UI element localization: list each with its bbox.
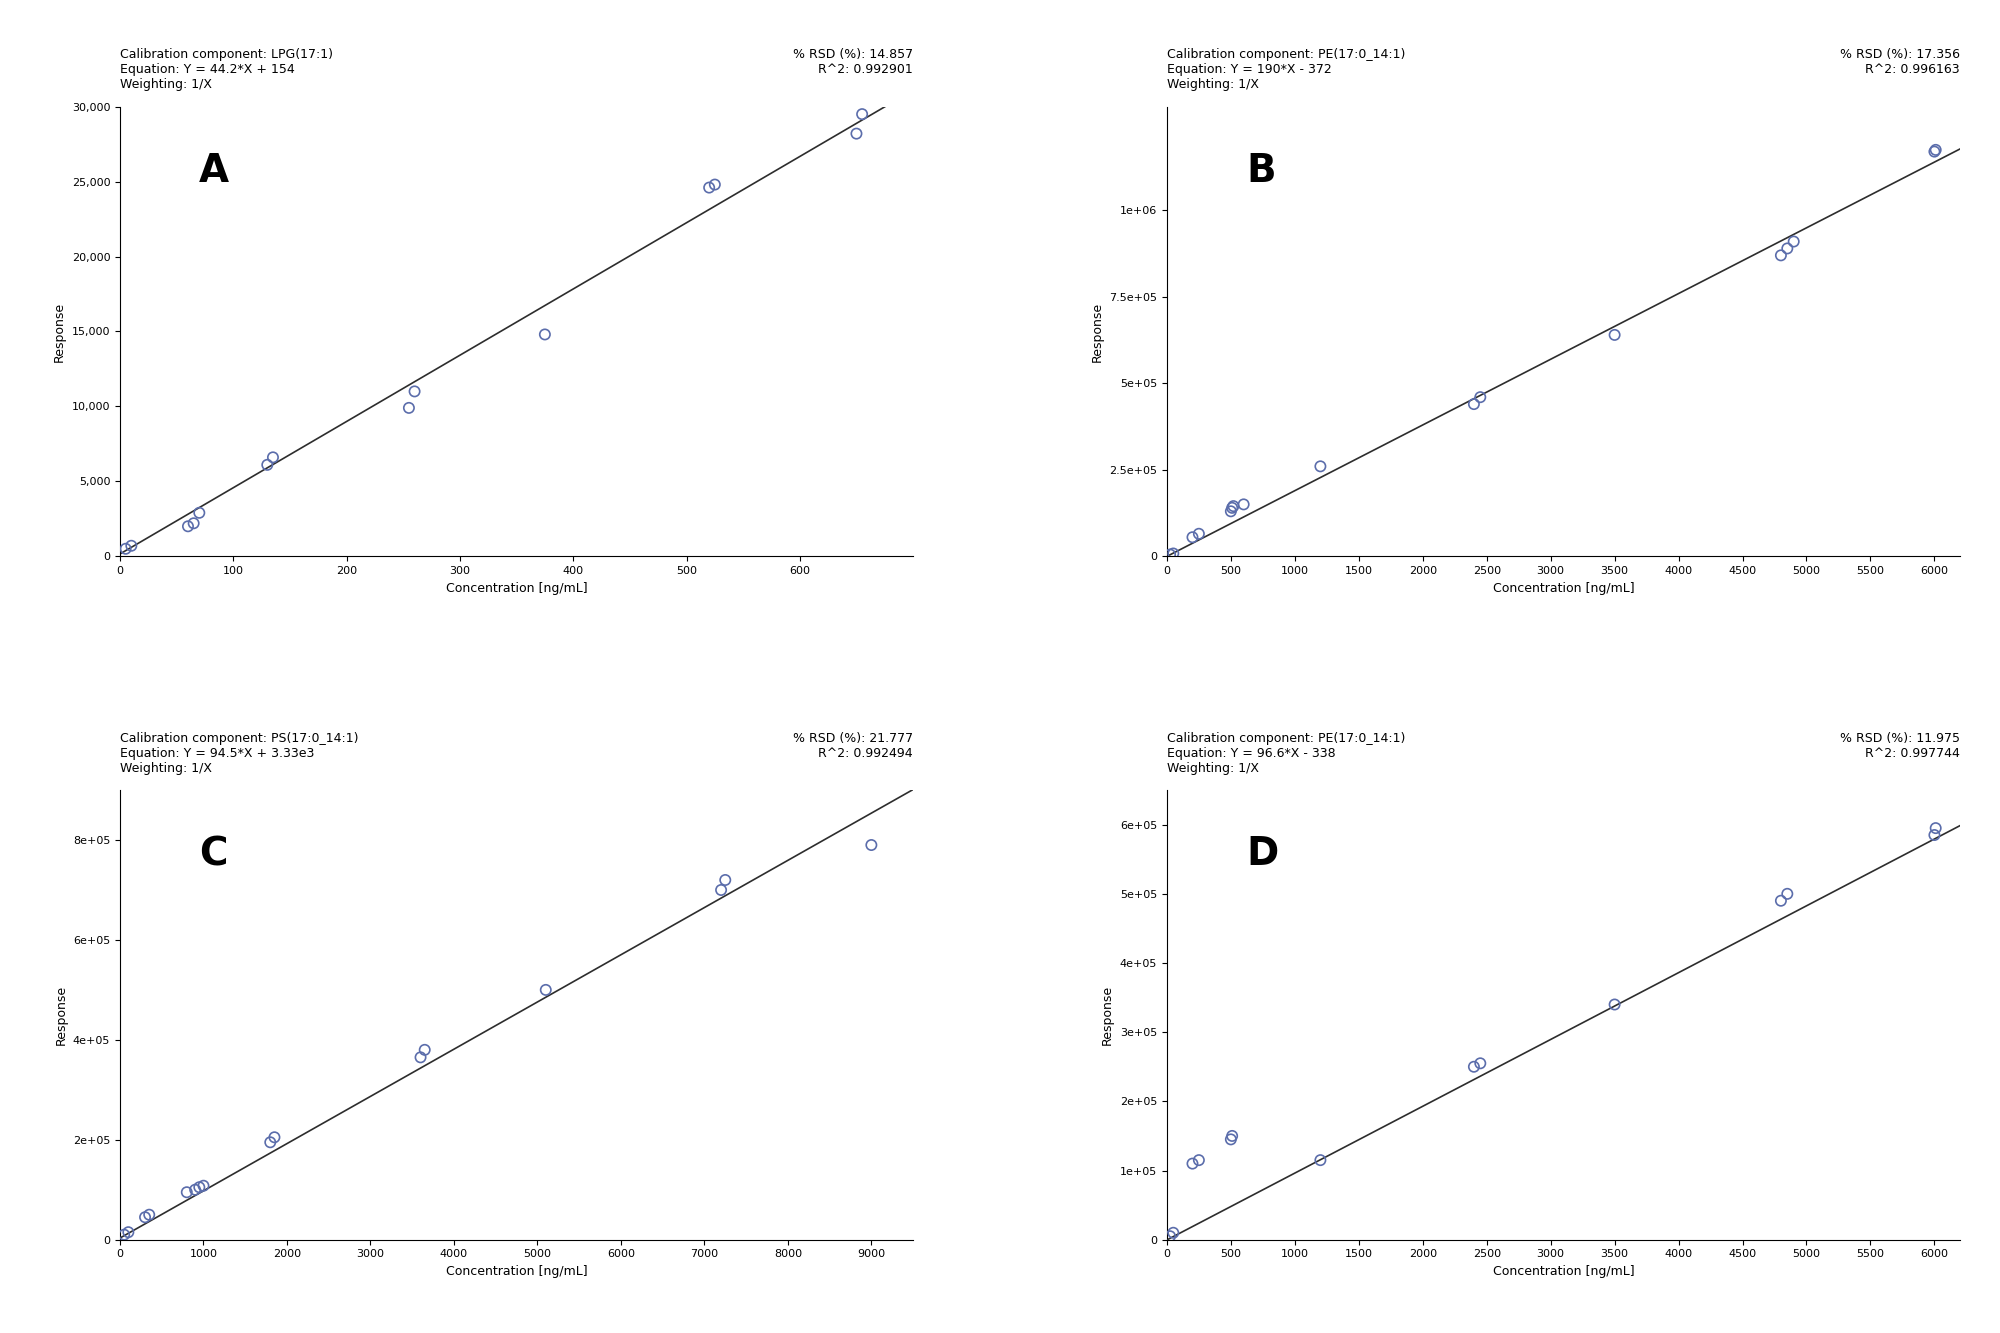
Point [170,1181,202,1202]
Point [1182,1149,1214,1170]
Point [254,1132,286,1153]
Point [840,123,872,144]
Text: Calibration component: PE(17:0_14:1)
Equation: Y = 190*X - 372
Weighting: 1/X: Calibration component: PE(17:0_14:1) Equ… [1166,48,1406,91]
Text: % RSD (%): 21.777
R^2: 0.992494: % RSD (%): 21.777 R^2: 0.992494 [792,732,914,760]
Point [392,397,424,419]
Point [1920,139,1952,160]
Point [1464,1053,1496,1074]
X-axis label: Concentration [ng/mL]: Concentration [ng/mL] [1492,581,1634,595]
Text: Calibration component: PE(17:0_14:1)
Equation: Y = 96.6*X - 338
Weighting: 1/X: Calibration component: PE(17:0_14:1) Equ… [1166,732,1406,774]
Point [134,1204,166,1225]
Point [1176,1153,1208,1174]
Point [1772,237,1804,259]
Point [252,455,284,476]
Point [404,1046,436,1068]
Point [256,447,288,468]
Point [258,1126,290,1148]
Point [1216,1125,1248,1146]
Point [1228,493,1260,515]
Point [530,980,562,1001]
Point [706,880,738,901]
Point [1154,1225,1186,1246]
Point [184,503,216,524]
Point [1154,544,1186,565]
X-axis label: Concentration [ng/mL]: Concentration [ng/mL] [446,1265,588,1278]
Y-axis label: Response: Response [1090,301,1104,361]
Point [1304,456,1336,477]
Point [528,324,560,345]
Point [1918,141,1950,163]
Point [1772,884,1804,905]
Text: D: D [1246,834,1278,873]
X-axis label: Concentration [ng/mL]: Concentration [ng/mL] [1492,1265,1634,1278]
Point [116,535,148,556]
Point [1464,387,1496,408]
Point [1764,245,1796,267]
Text: C: C [200,834,228,873]
Point [1158,1222,1190,1244]
Point [180,1180,212,1201]
Point [1214,1129,1246,1150]
Point [1458,393,1490,415]
Point [694,177,726,199]
Point [398,381,430,403]
Text: Calibration component: PS(17:0_14:1)
Equation: Y = 94.5*X + 3.33e3
Weighting: 1/: Calibration component: PS(17:0_14:1) Equ… [120,732,358,774]
Point [110,539,142,560]
Point [1214,501,1246,523]
Point [172,516,204,537]
Point [1918,824,1950,845]
Point [710,869,742,890]
Point [130,1206,162,1228]
Point [184,1177,216,1198]
Point [1598,994,1630,1016]
Text: A: A [200,152,230,189]
Point [1778,231,1810,252]
Point [856,834,888,856]
Y-axis label: Response: Response [54,985,68,1045]
Point [1304,1149,1336,1170]
Point [698,173,730,195]
Point [1218,496,1250,517]
Text: Calibration component: LPG(17:1)
Equation: Y = 44.2*X + 154
Weighting: 1/X: Calibration component: LPG(17:1) Equatio… [120,48,332,91]
Point [112,1221,144,1242]
Point [178,513,210,535]
Point [408,1040,440,1061]
Point [1182,523,1214,544]
Text: % RSD (%): 17.356
R^2: 0.996163: % RSD (%): 17.356 R^2: 0.996163 [1840,48,1960,76]
Y-axis label: Response: Response [54,301,66,361]
Point [1764,890,1796,912]
Point [1216,497,1248,519]
Point [188,1176,220,1197]
X-axis label: Concentration [ng/mL]: Concentration [ng/mL] [446,581,588,595]
Point [1920,817,1952,838]
Text: % RSD (%): 11.975
R^2: 0.997744: % RSD (%): 11.975 R^2: 0.997744 [1840,732,1960,760]
Text: B: B [1246,152,1276,189]
Point [108,1224,140,1245]
Y-axis label: Response: Response [1102,985,1114,1045]
Point [1598,324,1630,345]
Text: % RSD (%): 14.857
R^2: 0.992901: % RSD (%): 14.857 R^2: 0.992901 [792,48,914,76]
Point [1176,527,1208,548]
Point [1458,1056,1490,1077]
Point [1158,543,1190,564]
Point [846,104,878,125]
